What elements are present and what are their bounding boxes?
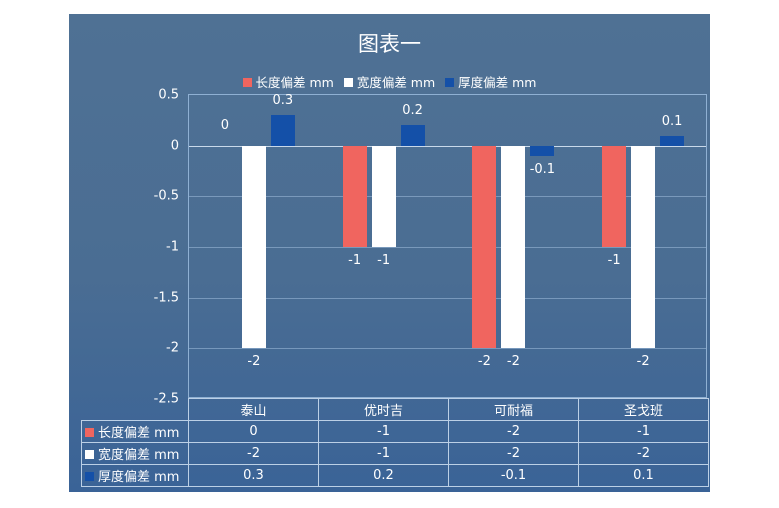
legend-swatch-length (242, 78, 252, 87)
data-label: -2 (247, 354, 261, 370)
bar (472, 145, 497, 349)
y-axis-tick-label: -1.5 (153, 290, 179, 306)
legend-item-width: 宽度偏差 mm (343, 72, 436, 91)
data-label: 0.3 (272, 93, 294, 109)
legend-key-width (85, 450, 94, 459)
bar (342, 145, 367, 247)
gridline (189, 196, 706, 198)
zero-line (189, 145, 706, 147)
data-table-row-length: 长度偏差 mm 0 -1 -2 -1 (81, 420, 709, 443)
gridline (189, 348, 706, 350)
data-table-cell: -2 (448, 442, 579, 465)
data-table-row-header: 厚度偏差 mm (81, 464, 189, 487)
row-label: 宽度偏差 mm (98, 448, 180, 463)
data-label: -2 (506, 354, 520, 370)
data-label: -1 (607, 253, 621, 268)
data-table: 泰山 优时吉 可耐福 圣戈班 长度偏差 mm 0 -1 -2 -1 宽度偏差 m… (81, 398, 709, 487)
data-label: 0.2 (402, 103, 423, 119)
data-table-category: 圣戈班 (578, 398, 709, 421)
legend-item-thickness: 厚度偏差 mm (445, 72, 536, 91)
legend-label: 宽度偏差 mm (356, 75, 436, 90)
bar (602, 145, 627, 247)
legend: 长度偏差 mm 宽度偏差 mm 厚度偏差 mm (69, 72, 710, 91)
data-table-cell: -1 (318, 442, 449, 465)
legend-label: 厚度偏差 mm (458, 75, 537, 90)
data-label: 0.1 (661, 113, 683, 129)
legend-swatch-thickness (445, 78, 455, 87)
data-table-row-header: 长度偏差 mm (81, 420, 189, 443)
data-label: -2 (636, 354, 650, 370)
bar (501, 145, 526, 349)
data-label: -0.1 (529, 161, 556, 177)
data-table-cell: 0.2 (318, 464, 449, 487)
data-label: -2 (477, 354, 491, 370)
data-table-cell: -2 (448, 420, 579, 443)
data-table-cell: 0.1 (578, 464, 709, 487)
legend-swatch-width (343, 78, 353, 87)
data-table-corner (81, 398, 189, 421)
legend-label: 长度偏差 mm (255, 75, 334, 90)
chart-container: 图表一 长度偏差 mm 宽度偏差 mm 厚度偏差 mm 0.5 0 -0.5 -1 -1… (69, 14, 710, 492)
bar (371, 145, 396, 247)
data-table-header-row: 泰山 优时吉 可耐福 圣戈班 (81, 398, 709, 421)
plot-area: 0.5 0 -0.5 -1 -1.5 -2 -2.5 0 -2 0.3 -1 -1 0.2 -2 -2 -0.… (154, 88, 707, 407)
bar (660, 135, 685, 146)
gridline (189, 247, 706, 248)
data-label: 0 (220, 117, 230, 133)
data-table-category: 可耐福 (448, 398, 579, 421)
bar (530, 145, 555, 156)
data-table-row-width: 宽度偏差 mm -2 -1 -2 -2 (81, 442, 709, 465)
y-axis-tick-label: -0.5 (153, 188, 179, 204)
data-label: -1 (377, 253, 391, 268)
data-table-cell: -2 (188, 442, 319, 465)
data-table-cell: -0.1 (448, 464, 579, 487)
y-axis-tick-label: 0 (170, 138, 179, 154)
bar (631, 145, 656, 349)
bar (400, 125, 425, 146)
data-table-cell: 0 (188, 420, 319, 443)
data-label: -1 (348, 253, 362, 268)
data-table-cell: -2 (578, 442, 709, 465)
bar (241, 145, 266, 349)
gridline (189, 297, 706, 299)
data-table-category: 泰山 (188, 398, 319, 421)
data-table-cell: 0.3 (188, 464, 319, 487)
data-table-cell: -1 (318, 420, 449, 443)
data-table-row-thickness: 厚度偏差 mm 0.3 0.2 -0.1 0.1 (81, 464, 709, 487)
chart-title: 图表一 (358, 32, 421, 56)
data-table-category: 优时吉 (318, 398, 449, 421)
row-label: 长度偏差 mm (98, 426, 180, 441)
legend-key-length (85, 428, 94, 437)
bar (270, 115, 295, 146)
data-table-cell: -1 (578, 420, 709, 443)
legend-item-length: 长度偏差 mm (242, 72, 334, 91)
data-table-row-header: 宽度偏差 mm (81, 442, 189, 465)
row-label: 厚度偏差 mm (98, 470, 180, 485)
y-axis-tick-label: 0.5 (158, 87, 179, 103)
y-axis-tick-label: -1 (166, 239, 179, 255)
y-axis-tick-label: -2 (166, 340, 179, 356)
legend-key-thickness (85, 472, 94, 481)
